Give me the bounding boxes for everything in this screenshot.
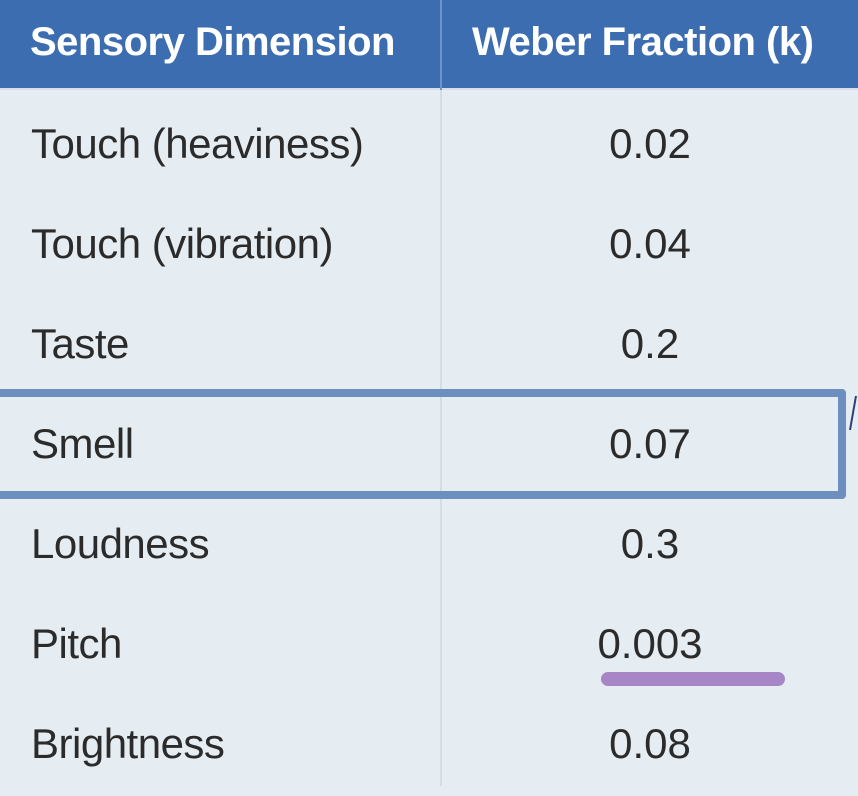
column-divider xyxy=(440,90,442,786)
header-weber-fraction: Weber Fraction (k) xyxy=(472,20,814,64)
table-row: Taste 0.2 xyxy=(0,292,858,392)
header-column-divider xyxy=(440,0,442,90)
row-dimension: Taste xyxy=(31,320,129,367)
pitch-value-underline-mark xyxy=(601,672,785,686)
table-row: Touch (vibration) 0.04 xyxy=(0,192,858,292)
table-row: Brightness 0.08 xyxy=(0,692,858,792)
header-sensory-dimension: Sensory Dimension xyxy=(30,20,395,64)
table-row-highlighted: Smell 0.07 xyxy=(0,392,858,492)
row-fraction: 0.02 xyxy=(609,120,691,167)
row-dimension: Touch (heaviness) xyxy=(31,120,364,167)
row-fraction: 0.2 xyxy=(620,320,680,367)
row-dimension: Brightness xyxy=(31,720,225,767)
row-dimension: Pitch xyxy=(31,620,122,667)
table-row: Touch (heaviness) 0.02 xyxy=(0,92,858,192)
row-fraction: 0.08 xyxy=(609,720,691,767)
row-fraction: 0.003 xyxy=(597,620,703,667)
smell-row-highlight-box xyxy=(0,389,846,499)
table-row: Loudness 0.3 xyxy=(0,492,858,592)
row-dimension: Smell xyxy=(31,420,134,467)
row-dimension: Loudness xyxy=(31,520,210,567)
pen-stroke-icon xyxy=(849,395,857,431)
row-fraction: 0.07 xyxy=(609,420,691,467)
row-fraction: 0.04 xyxy=(609,220,691,267)
table-row-underlined: Pitch 0.003 xyxy=(0,592,858,692)
row-dimension: Touch (vibration) xyxy=(31,220,333,267)
table-header-row: Sensory Dimension Weber Fraction (k) xyxy=(0,0,858,90)
row-fraction: 0.3 xyxy=(620,520,680,567)
